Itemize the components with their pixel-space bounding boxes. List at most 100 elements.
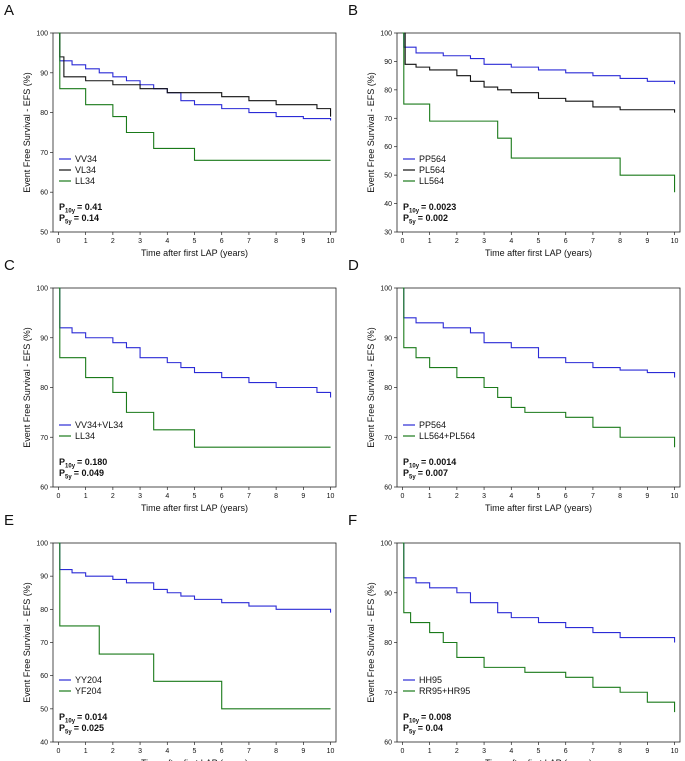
x-tick-label: 1 [428, 493, 432, 500]
y-tick-label: 80 [40, 110, 48, 117]
x-tick-label: 2 [111, 748, 115, 755]
y-tick-label: 80 [384, 640, 392, 647]
legend-label: YF204 [75, 686, 102, 696]
p-value-text: = 0.04 [418, 723, 443, 733]
x-tick-label: 9 [645, 493, 649, 500]
p-subscript: 5y [65, 730, 72, 736]
panel-label: A [4, 2, 14, 19]
legend-label: PP564 [419, 154, 446, 164]
x-tick-label: 10 [671, 238, 679, 245]
p-subscript: 5y [409, 730, 416, 736]
y-axis-label: Event Free Survival - EFS (%) [366, 327, 376, 448]
x-tick-label: 4 [165, 748, 169, 755]
p-value-text: = 0.0014 [421, 457, 456, 467]
survival-curve [58, 287, 331, 448]
p-subscript: 5y [409, 220, 416, 226]
y-tick-label: 40 [384, 201, 392, 208]
p-value-text: = 0.008 [421, 712, 451, 722]
p-symbol: P [59, 712, 65, 722]
y-tick-label: 90 [40, 335, 48, 342]
p-symbol: P [59, 723, 65, 733]
legend-label: YY204 [75, 675, 102, 685]
p-subscript: 10y [65, 464, 76, 470]
survival-curve [58, 32, 331, 161]
x-tick-label: 0 [56, 238, 60, 245]
x-tick-label: 4 [165, 493, 169, 500]
x-tick-label: 2 [111, 238, 115, 245]
x-axis-label: Time after first LAP (years) [485, 503, 592, 513]
x-tick-label: 8 [274, 238, 278, 245]
panel-label: B [348, 2, 358, 19]
legend-label: LL564 [419, 176, 444, 186]
x-tick-label: 2 [455, 493, 459, 500]
y-axis-label: Event Free Survival - EFS (%) [22, 327, 32, 448]
y-tick-label: 90 [384, 59, 392, 66]
x-tick-label: 5 [193, 748, 197, 755]
y-tick-label: 40 [40, 740, 48, 747]
x-tick-label: 10 [327, 493, 335, 500]
p-value: P5y = 0.14 [59, 213, 99, 226]
x-tick-label: 2 [111, 493, 115, 500]
p-value: P5y = 0.002 [403, 213, 448, 226]
p-symbol: P [59, 202, 65, 212]
p-value: P10y = 0.008 [403, 712, 451, 725]
x-tick-label: 4 [509, 748, 513, 755]
y-tick-label: 100 [36, 286, 48, 293]
survival-curve [402, 542, 676, 713]
p-symbol: P [59, 457, 65, 467]
p-value: P10y = 0.41 [59, 202, 102, 215]
x-tick-label: 1 [84, 493, 88, 500]
x-tick-label: 1 [428, 238, 432, 245]
y-tick-label: 60 [384, 740, 392, 747]
x-tick-label: 10 [671, 748, 679, 755]
panel-label: F [348, 512, 357, 529]
p-symbol: P [403, 213, 409, 223]
legend-label: HH95 [419, 675, 442, 685]
p-value: P10y = 0.180 [59, 457, 107, 470]
legend-label: LL34 [75, 431, 95, 441]
p-value-text: = 0.41 [77, 202, 102, 212]
x-axis-label: Time after first LAP (years) [141, 758, 248, 761]
p-value: P10y = 0.0023 [403, 202, 456, 215]
p-subscript: 5y [65, 475, 72, 481]
p-symbol: P [403, 202, 409, 212]
y-tick-label: 90 [384, 590, 392, 597]
y-tick-label: 100 [380, 286, 392, 293]
x-tick-label: 9 [301, 238, 305, 245]
panel-label: D [348, 257, 359, 274]
p-symbol: P [403, 457, 409, 467]
p-subscript: 10y [409, 464, 420, 470]
p-symbol: P [403, 723, 409, 733]
survival-curve [58, 32, 332, 117]
p-value: P5y = 0.025 [59, 723, 104, 736]
x-tick-label: 7 [247, 493, 251, 500]
x-tick-label: 9 [645, 238, 649, 245]
p-subscript: 10y [65, 209, 76, 215]
y-tick-label: 60 [384, 485, 392, 492]
y-tick-label: 100 [36, 541, 48, 548]
y-axis-label: Event Free Survival - EFS (%) [22, 72, 32, 193]
x-tick-label: 0 [56, 493, 60, 500]
y-tick-label: 100 [380, 541, 392, 548]
survival-curve [402, 542, 676, 643]
x-tick-label: 4 [165, 238, 169, 245]
legend-label: RR95+HR95 [419, 686, 470, 696]
survival-curve [402, 32, 676, 85]
x-tick-label: 1 [428, 748, 432, 755]
x-tick-label: 7 [591, 493, 595, 500]
survival-curve [58, 287, 332, 398]
y-axis-label: Event Free Survival - EFS (%) [366, 582, 376, 703]
x-tick-label: 1 [84, 238, 88, 245]
y-tick-label: 90 [40, 70, 48, 77]
y-tick-label: 80 [384, 385, 392, 392]
x-tick-label: 6 [564, 748, 568, 755]
y-tick-label: 50 [40, 230, 48, 237]
x-tick-label: 7 [591, 238, 595, 245]
p-value-text: = 0.180 [77, 457, 107, 467]
x-tick-label: 0 [400, 238, 404, 245]
y-tick-label: 60 [40, 190, 48, 197]
x-tick-label: 7 [247, 238, 251, 245]
x-tick-label: 7 [591, 748, 595, 755]
y-tick-label: 80 [40, 607, 48, 614]
